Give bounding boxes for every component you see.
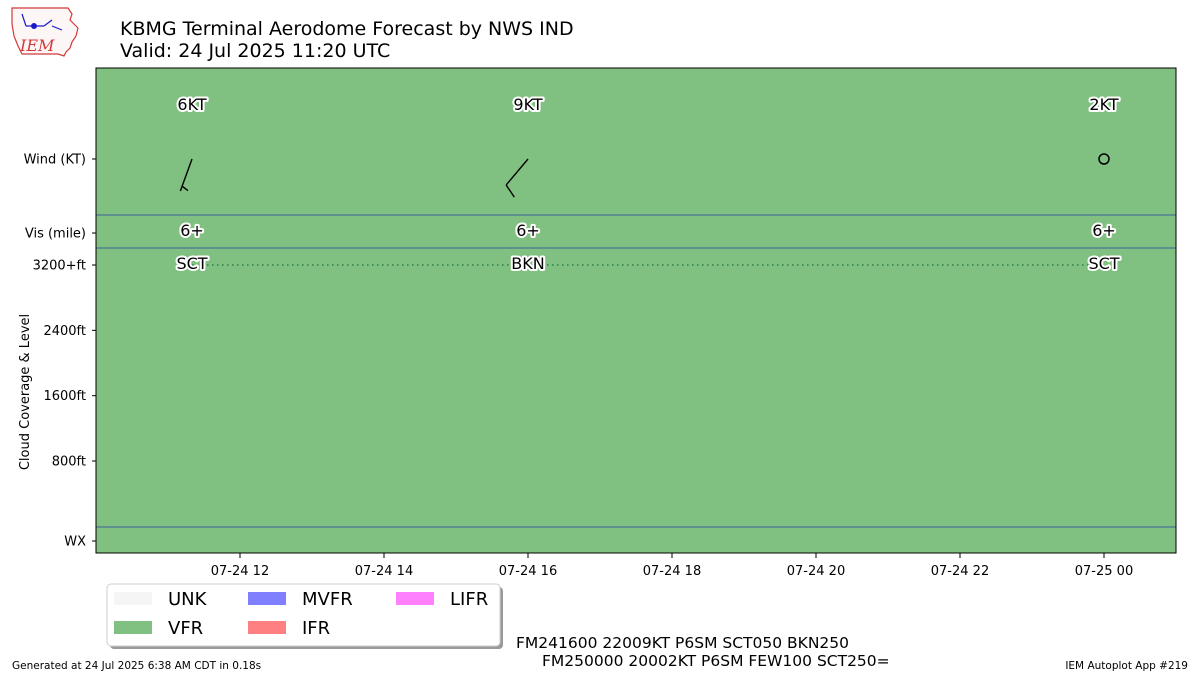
wind-barb-half	[181, 185, 189, 192]
vfr-background	[96, 68, 1176, 553]
wind-speed-label: 9KT	[513, 95, 542, 114]
plot-frame	[95, 67, 1177, 554]
legend-label-unk: UNK	[168, 589, 208, 610]
x-tick-label: 07-24 18	[643, 564, 701, 579]
visibility-label: 6+	[1092, 221, 1116, 240]
x-tick-label: 07-24 22	[931, 564, 989, 579]
chart-subtitle: Valid: 24 Jul 2025 11:20 UTC	[120, 40, 390, 62]
legend-swatch-lifr	[396, 592, 434, 605]
wx-axis-label: WX	[64, 535, 86, 550]
app-note: IEM Autoplot App #219	[1065, 660, 1188, 672]
cloud-coverage-label: SCT	[176, 254, 207, 273]
legend-swatch-ifr	[248, 621, 286, 634]
taf-line-1: FM241600 22009KT P6SM SCT050 BKN250	[516, 634, 849, 652]
legend-swatch-vfr	[114, 621, 152, 634]
wind-barb-full	[505, 184, 515, 198]
visibility-label: 6+	[180, 221, 204, 240]
legend-label-ifr: IFR	[302, 618, 330, 639]
vis-axis-label: Vis (mile)	[25, 227, 86, 242]
plot-area: Wind (KT) Vis (mile) WX 3200+ft 2400ft 1600ft…	[18, 67, 1177, 579]
x-tick-label: 07-25 00	[1075, 564, 1133, 579]
cloud-coverage-label: BKN	[511, 254, 544, 273]
cloud-axis-title: Cloud Coverage & Level	[18, 314, 33, 470]
wind-barb-staff	[505, 158, 529, 186]
x-tick-label: 07-24 16	[499, 564, 557, 579]
legend: UNK VFR MVFR IFR LIFR	[106, 583, 503, 649]
cloud-tick-label: 800ft	[52, 455, 86, 470]
legend-label-lifr: LIFR	[450, 589, 488, 610]
legend-swatch-mvfr	[248, 592, 286, 605]
iem-logo-text: IEM	[19, 36, 55, 55]
legend-label-vfr: VFR	[168, 618, 203, 639]
chart-title: KBMG Terminal Aerodome Forecast by NWS I…	[120, 18, 574, 40]
wind-speed-label: 2KT	[1089, 95, 1118, 114]
wind-axis-label: Wind (KT)	[24, 153, 86, 168]
x-tick-label: 07-24 20	[787, 564, 845, 579]
cloud-tick-label: 2400ft	[43, 324, 86, 339]
x-tick-label: 07-24 14	[355, 564, 413, 579]
cloud-tick-label: 3200+ft	[33, 259, 86, 274]
generated-note: Generated at 24 Jul 2025 6:38 AM CDT in …	[12, 660, 261, 672]
legend-swatch-unk	[114, 592, 152, 605]
iowa-outline-icon	[11, 7, 79, 57]
cloud-tick-label: 1600ft	[43, 389, 86, 404]
wind-speed-label: 6KT	[177, 95, 206, 114]
visibility-label: 6+	[516, 221, 540, 240]
calm-wind-circle	[1098, 153, 1110, 165]
x-tick-label: 07-24 12	[211, 564, 269, 579]
taf-line-2: FM250000 20002KT P6SM FEW100 SCT250=	[542, 652, 890, 670]
legend-label-mvfr: MVFR	[302, 589, 353, 610]
cloud-coverage-label: SCT	[1088, 254, 1119, 273]
iem-logo: IEM	[11, 7, 79, 57]
wind-barb-staff	[179, 158, 193, 192]
